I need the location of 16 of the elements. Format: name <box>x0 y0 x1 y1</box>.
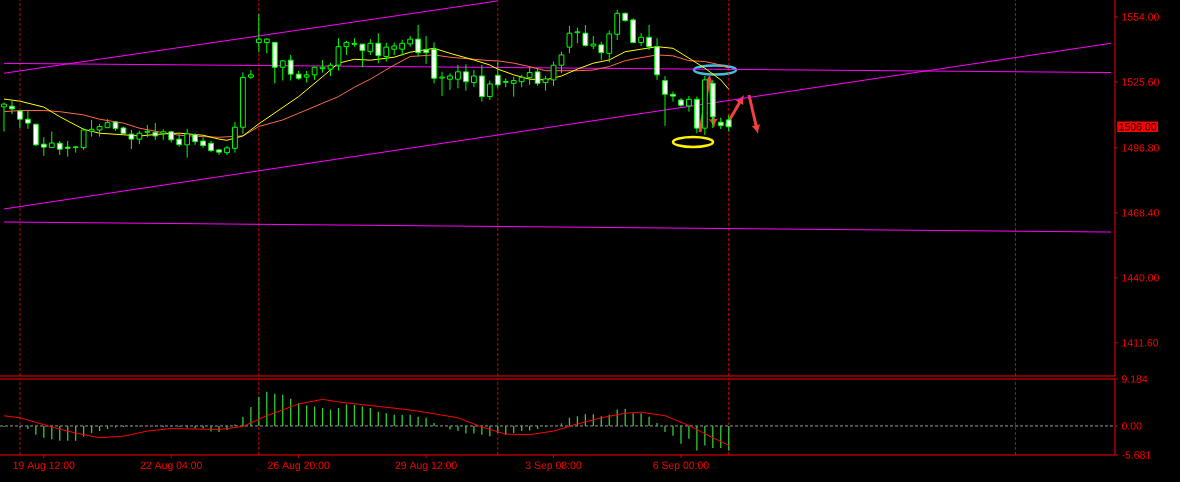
y-tick-label: 1468.40 <box>1122 209 1159 217</box>
text: 1506.00 <box>1119 123 1157 131</box>
y-tick-label: 1525.60 <box>1122 78 1159 86</box>
y-tick-label: 1554.00 <box>1122 13 1159 21</box>
y-tick-label: 1496.80 <box>1122 144 1159 152</box>
x-tick-label: 22 Aug 04:00 <box>140 461 202 471</box>
y-tick-label: 9.184 <box>1122 375 1148 383</box>
x-tick-label: 3 Sep 08:00 <box>525 461 582 471</box>
x-tick-label: 19 Aug 12:00 <box>13 461 75 471</box>
x-tick-label: 26 Aug 20:00 <box>268 461 330 471</box>
x-tick-label: 6 Sep 00:00 <box>653 461 709 471</box>
y-tick-label: 1440.00 <box>1122 274 1159 282</box>
y-tick-label: 1411.60 <box>1122 339 1159 347</box>
x-tick-label: 29 Aug 12:00 <box>395 461 457 471</box>
y-tick-label: 0.00 <box>1121 422 1142 430</box>
y-tick-label: -5.681 <box>1121 451 1151 459</box>
